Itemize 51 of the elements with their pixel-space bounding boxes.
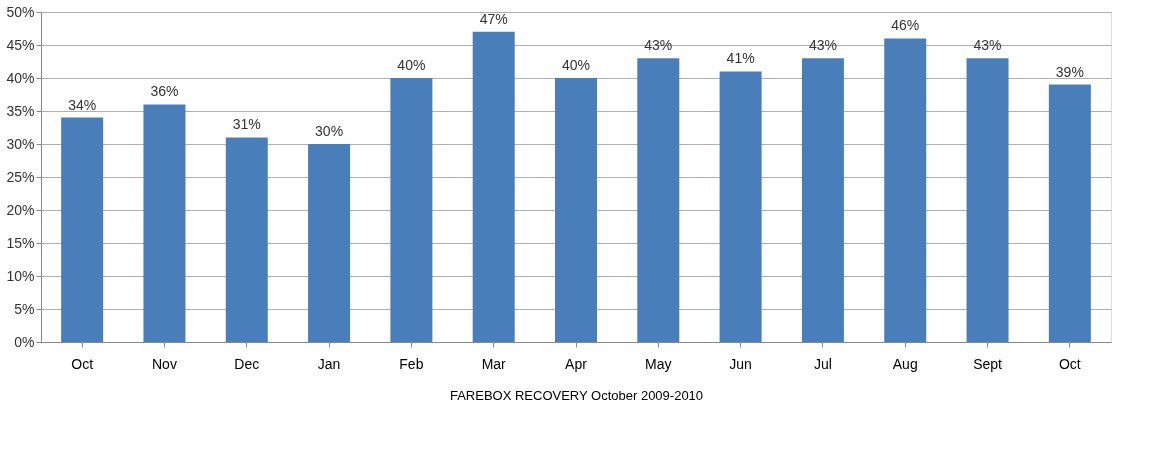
x-tick-label: Oct [71,355,94,372]
x-tick-label: Jul [813,355,832,372]
bar [308,144,351,342]
y-tick-label: 20% [6,201,35,218]
data-label: 41% [726,50,755,67]
bar [472,31,515,342]
data-label: 40% [397,57,426,73]
y-tick-label: 35% [6,102,35,119]
x-tick-label: Feb [399,355,424,372]
y-tick-label: 5% [14,300,35,317]
x-tick-label: Nov [152,355,177,372]
data-label: 43% [973,37,1002,54]
bar [719,71,762,342]
data-label: 40% [561,57,591,73]
bar [390,78,433,342]
data-label: 34% [68,96,97,113]
x-tick-label: Apr [565,355,588,372]
x-tick-label: Dec [234,355,260,372]
bar [225,137,268,342]
data-label: 46% [891,17,920,34]
data-label: 47% [479,10,508,27]
x-tick-label: Jun [729,355,752,372]
bar [966,58,1009,342]
bar [884,38,927,342]
x-tick-label: Jan [317,355,341,372]
data-label: 31% [232,116,261,133]
x-tick-label: Sept [973,355,1003,372]
y-tick-label: 50% [6,3,35,20]
bar [61,117,104,342]
x-axis-title: FAREBOX RECOVERY October 2009-2010 [449,387,704,403]
data-label: 43% [808,37,837,54]
data-label: 30% [315,123,344,139]
y-tick-label: 0% [14,333,35,350]
bar [555,78,597,342]
y-tick-label: 10% [6,267,35,284]
y-tick-label: 45% [6,36,35,53]
x-tick-label: Oct [1058,355,1081,372]
x-tick-label: Mar [481,355,507,372]
y-tick-label: 40% [6,69,35,86]
data-label: 36% [150,83,179,100]
y-tick-label: 15% [6,234,35,251]
x-tick-label: Aug [892,355,918,372]
bar [637,58,680,342]
y-tick-label: 30% [6,135,35,152]
bar [1048,84,1091,342]
y-tick-label: 25% [6,168,35,185]
bar [801,58,844,342]
x-tick-label: May [645,355,672,372]
bar [143,104,186,342]
data-label: 39% [1055,63,1084,80]
data-label: 43% [644,37,673,54]
